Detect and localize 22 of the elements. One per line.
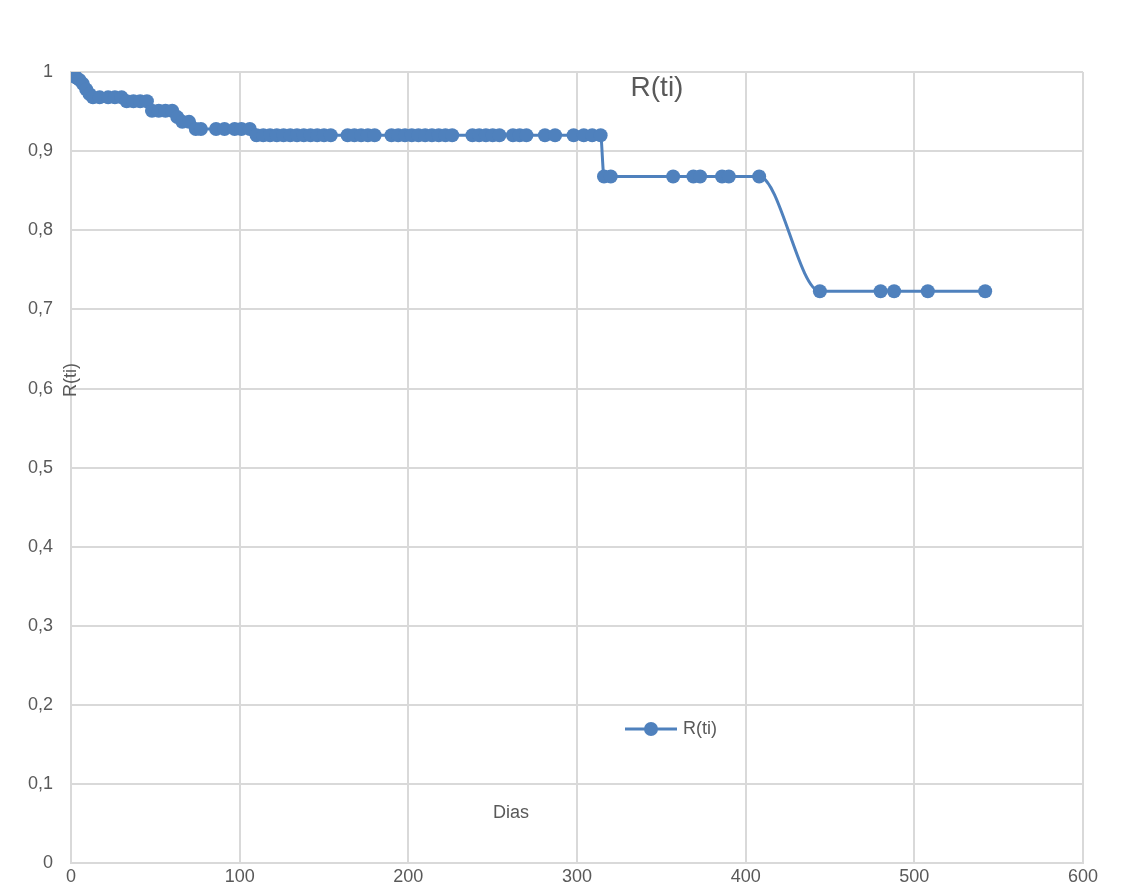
y-tick-label: 1: [43, 60, 54, 81]
y-tick-label: 0,8: [27, 219, 54, 240]
chart-title: R(ti): [630, 71, 684, 102]
y-tick-label: 0,3: [27, 614, 54, 635]
y-tick-label: 0,4: [27, 535, 54, 556]
x-tick-label: 500: [899, 866, 930, 887]
y-tick-label: 0,5: [27, 456, 54, 477]
x-axis-title: Dias: [492, 802, 530, 822]
y-tick-label: 0: [43, 852, 54, 873]
y-tick-label: 0,2: [27, 694, 54, 715]
y-tick-label: 0,6: [27, 377, 54, 398]
y-tick-label: 0,7: [27, 298, 54, 319]
legend-label: R(ti): [683, 717, 717, 738]
x-tick-label: 0: [66, 866, 77, 887]
x-tick-label: 400: [730, 866, 761, 887]
x-tick-label: 600: [1067, 866, 1099, 887]
y-tick-label: 0,9: [27, 140, 54, 161]
x-tick-label: 200: [393, 866, 424, 887]
y-tick-label: 0,1: [27, 773, 54, 794]
y-axis-title: R(ti): [60, 363, 80, 397]
x-tick-label: 300: [561, 866, 593, 887]
x-tick-label: 100: [224, 866, 255, 887]
